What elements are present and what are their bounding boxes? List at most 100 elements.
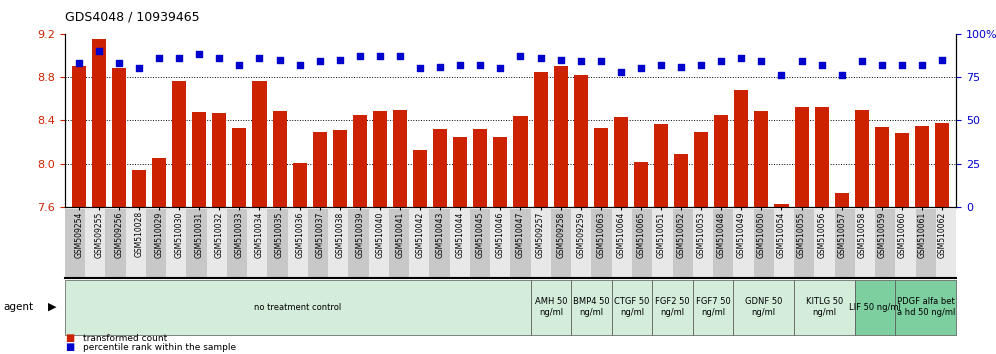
Point: [834, 73, 850, 78]
Point: [733, 55, 749, 61]
Bar: [313, 132, 327, 207]
Point: [412, 65, 428, 71]
Point: [653, 62, 669, 68]
Bar: [874, 127, 888, 207]
Bar: [754, 110, 769, 207]
Point: [753, 58, 769, 64]
Point: [131, 65, 147, 71]
Bar: [574, 75, 588, 207]
Point: [171, 55, 187, 61]
Bar: [694, 132, 708, 207]
Bar: [935, 122, 949, 207]
Bar: [473, 129, 487, 207]
Bar: [172, 81, 186, 207]
Point: [432, 64, 448, 69]
Point: [312, 58, 328, 64]
Point: [211, 55, 227, 61]
Point: [252, 55, 268, 61]
Bar: [633, 161, 648, 207]
Bar: [614, 117, 627, 207]
Point: [873, 62, 889, 68]
Bar: [534, 72, 548, 207]
Point: [231, 62, 247, 68]
Point: [71, 60, 87, 66]
Point: [111, 60, 126, 66]
Bar: [835, 193, 849, 207]
Text: ■: ■: [65, 333, 74, 343]
Point: [392, 53, 408, 59]
Bar: [775, 204, 789, 207]
Bar: [815, 107, 829, 207]
Bar: [734, 90, 748, 207]
Point: [633, 65, 649, 71]
Point: [553, 57, 569, 63]
Text: no treatment control: no treatment control: [254, 303, 342, 312]
Text: ▶: ▶: [48, 302, 57, 312]
Bar: [152, 158, 166, 207]
Text: agent: agent: [3, 302, 33, 312]
Bar: [493, 137, 507, 207]
Bar: [293, 162, 307, 207]
Text: PDGF alfa bet
a hd 50 ng/ml: PDGF alfa bet a hd 50 ng/ml: [896, 297, 955, 317]
Bar: [252, 81, 267, 207]
Bar: [433, 129, 447, 207]
Point: [191, 52, 207, 57]
Point: [573, 58, 589, 64]
Bar: [132, 170, 146, 207]
Point: [794, 58, 810, 64]
Text: KITLG 50
ng/ml: KITLG 50 ng/ml: [806, 297, 843, 317]
Bar: [232, 128, 246, 207]
Text: BMP4 50
ng/ml: BMP4 50 ng/ml: [573, 297, 610, 317]
Text: LIF 50 ng/ml: LIF 50 ng/ml: [850, 303, 901, 312]
Point: [673, 64, 689, 69]
Text: GDNF 50
ng/ml: GDNF 50 ng/ml: [745, 297, 783, 317]
Bar: [554, 66, 568, 207]
Point: [151, 55, 167, 61]
Point: [713, 58, 729, 64]
Point: [452, 62, 468, 68]
Bar: [594, 128, 608, 207]
Bar: [92, 39, 106, 207]
Point: [774, 73, 790, 78]
Point: [292, 62, 308, 68]
Bar: [212, 113, 226, 207]
Bar: [915, 126, 929, 207]
Point: [914, 62, 930, 68]
Point: [91, 48, 107, 54]
Point: [934, 57, 950, 63]
Bar: [453, 137, 467, 207]
Text: ■: ■: [65, 342, 74, 352]
Text: CTGF 50
ng/ml: CTGF 50 ng/ml: [615, 297, 649, 317]
Point: [372, 53, 387, 59]
Point: [814, 62, 830, 68]
Point: [854, 58, 870, 64]
Bar: [72, 66, 86, 207]
Bar: [273, 110, 287, 207]
Point: [332, 57, 348, 63]
Bar: [714, 115, 728, 207]
Point: [894, 62, 910, 68]
Bar: [855, 109, 869, 207]
Text: GDS4048 / 10939465: GDS4048 / 10939465: [65, 11, 199, 24]
Bar: [192, 112, 206, 207]
Point: [472, 62, 488, 68]
Bar: [413, 150, 427, 207]
Text: AMH 50
ng/ml: AMH 50 ng/ml: [535, 297, 567, 317]
Point: [533, 55, 549, 61]
Text: transformed count: transformed count: [83, 335, 167, 343]
Point: [693, 62, 709, 68]
Bar: [333, 130, 347, 207]
Text: percentile rank within the sample: percentile rank within the sample: [83, 343, 236, 352]
Point: [352, 53, 368, 59]
Point: [492, 65, 508, 71]
Bar: [674, 154, 688, 207]
Bar: [112, 68, 125, 207]
Point: [613, 69, 628, 75]
Bar: [514, 116, 528, 207]
Point: [593, 58, 609, 64]
Bar: [353, 115, 367, 207]
Bar: [895, 133, 909, 207]
Bar: [373, 110, 387, 207]
Point: [272, 57, 288, 63]
Text: FGF7 50
ng/ml: FGF7 50 ng/ml: [695, 297, 730, 317]
